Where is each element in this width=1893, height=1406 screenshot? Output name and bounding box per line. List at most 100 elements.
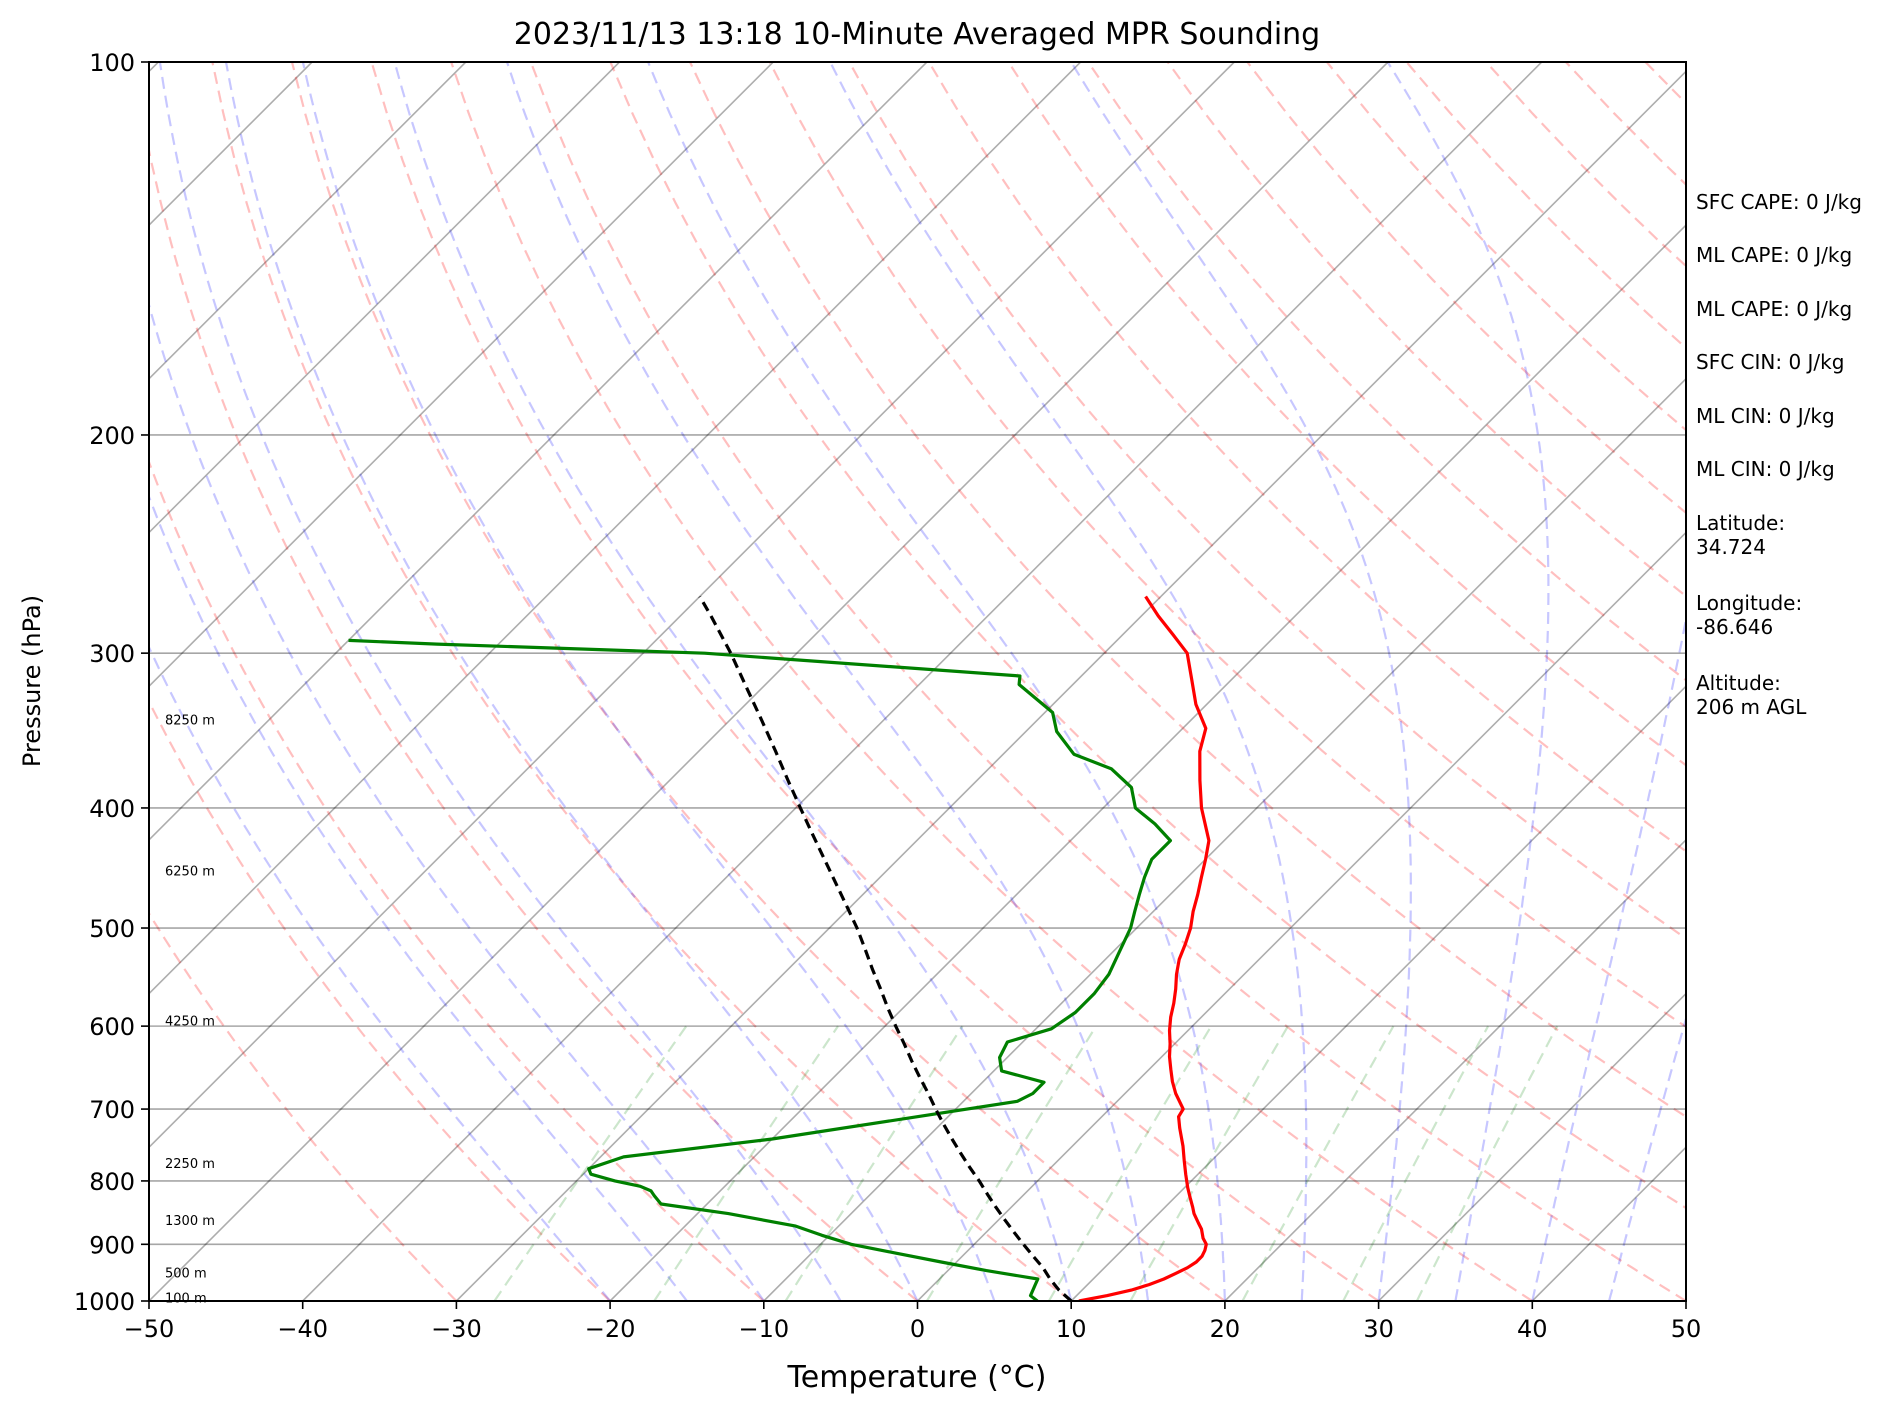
dry-adiabat-line [529, 62, 1686, 1301]
isotherm-line [149, 62, 1389, 1301]
mixing-ratio-line [1342, 1025, 1490, 1301]
y-tick-label: 200 [89, 422, 135, 450]
sfc-cin-text: SFC CIN: 0 J/kg [1696, 350, 1845, 374]
x-tick-label: 40 [1517, 1315, 1548, 1343]
dry-adiabat-line [768, 62, 1686, 1029]
x-tick-label: 20 [1210, 1315, 1241, 1343]
altitude-label: 100 m [165, 1291, 207, 1306]
altitude-label: 2250 m [165, 1157, 215, 1172]
y-tick-label: 300 [89, 640, 135, 668]
isotherm-line [149, 62, 313, 227]
x-tick-label: −10 [738, 1315, 789, 1343]
isotherm-line [302, 62, 1543, 1301]
moist-adiabat-line [829, 62, 1308, 1301]
isotherm-line [149, 62, 467, 380]
moist-adiabat-line [224, 62, 919, 1301]
mu-cin-text: ML CIN: 0 J/kg [1696, 457, 1835, 481]
x-tick-label: 0 [910, 1315, 925, 1343]
dry-adiabat-line [689, 62, 1686, 1118]
dry-adiabat-line [927, 62, 1686, 853]
dry-adiabat-line [609, 62, 1686, 1210]
dry-adiabat-line [1166, 62, 1686, 598]
ml-cin-text: ML CIN: 0 J/kg [1696, 404, 1835, 428]
altitude-label: 1300 m [165, 1214, 215, 1229]
chart-title: 2023/11/13 13:18 10-Minute Averaged MPR … [514, 17, 1320, 52]
isotherm-line [0, 62, 5, 1301]
x-tick-label: −50 [124, 1315, 175, 1343]
moist-adiabat-line [1531, 613, 1686, 1301]
mixing-ratio-line [784, 1025, 964, 1301]
mixing-ratio-line [493, 1025, 688, 1301]
x-tick-label: −30 [431, 1315, 482, 1343]
isotherm-line [149, 62, 774, 688]
mixing-ratio-line [925, 1025, 1098, 1301]
moist-adiabat-line [158, 62, 842, 1301]
y-tick-label: 600 [89, 1013, 135, 1041]
moist-adiabat-line [393, 62, 1073, 1301]
altitude-label: 8250 m [165, 714, 215, 729]
altitude-label: 6250 m [165, 864, 215, 879]
longitude-text: Longitude: -86.646 [1696, 591, 1803, 639]
moist-adiabat-line [149, 300, 765, 1301]
isotherm-line [149, 62, 1235, 1149]
isotherm-line [455, 70, 1686, 1301]
altitude-labels: 100 m 500 m 1300 m 2250 m 4250 m 6250 m 8250 m [165, 714, 215, 1307]
moist-adiabat-line [647, 62, 1226, 1301]
y-tick-label: 1000 [74, 1288, 135, 1316]
moist-adiabat-line [1070, 62, 1412, 1301]
temperature-profile-line [1078, 595, 1211, 1301]
isotherm-line [1224, 838, 1686, 1301]
y-tick-label: 400 [89, 795, 135, 823]
sfc-cape-text: SFC CAPE: 0 J/kg [1696, 190, 1862, 214]
x-tick-label: −20 [585, 1315, 636, 1343]
x-tick-label: 10 [1056, 1315, 1087, 1343]
dewpoint-profile-line [348, 638, 1172, 1301]
dry-adiabat-line [848, 62, 1686, 940]
y-axis-label: Pressure (hPa) [18, 595, 46, 767]
dry-adiabat-line [370, 62, 1380, 1301]
moist-adiabat-line [1386, 62, 1550, 1301]
moist-adiabat-line [149, 493, 688, 1301]
latitude-text: Latitude: 34.724 [1696, 511, 1786, 559]
altitude-text: Altitude: 206 m AGL [1696, 671, 1807, 719]
mixing-ratio-line [1241, 1025, 1395, 1301]
dry-adiabat-line [149, 911, 458, 1301]
dry-adiabat-line [211, 62, 1072, 1301]
dry-adiabat-line [149, 699, 611, 1301]
isotherm-line [149, 62, 621, 534]
x-tick-label: 50 [1671, 1315, 1702, 1343]
mixing-ratio-line [653, 1025, 839, 1301]
isotherm-line [609, 223, 1686, 1301]
mixing-ratio-line [1047, 1025, 1213, 1301]
pressure-gridlines [149, 434, 1686, 1246]
dry-adiabat-line [290, 62, 1226, 1301]
x-axis: −50 −40 −30 −20 −10 0 10 20 30 40 50 [124, 1301, 1702, 1343]
y-tick-label: 100 [89, 49, 135, 77]
mixing-ratio-line [1129, 1025, 1289, 1301]
parcel-profile-line [698, 595, 1073, 1301]
dry-adiabat-line [450, 62, 1533, 1301]
x-tick-label: 30 [1363, 1315, 1394, 1343]
data-series [348, 595, 1211, 1301]
mixing-ratio-line [1415, 1025, 1559, 1301]
y-axis: 100 200 300 400 500 600 700 800 900 1000 [74, 49, 149, 1316]
isotherm-line [1070, 685, 1686, 1301]
x-axis-label: Temperature (°C) [787, 1360, 1047, 1395]
moist-adiabat-line [301, 62, 996, 1301]
y-tick-label: 800 [89, 1168, 135, 1196]
isotherm-line [916, 531, 1686, 1301]
y-tick-label: 700 [89, 1096, 135, 1124]
altitude-label: 500 m [165, 1266, 207, 1281]
dry-adiabat-line [149, 459, 765, 1301]
isotherm-line [1378, 992, 1686, 1301]
dry-adiabat-line [149, 145, 919, 1301]
x-tick-label: −40 [277, 1315, 328, 1343]
mu-cape-text: ML CAPE: 0 J/kg [1696, 297, 1853, 321]
isotherm-line [149, 62, 1082, 995]
isotherm-line [763, 377, 1686, 1301]
isotherm-line [149, 62, 928, 842]
ml-cape-text: ML CAPE: 0 J/kg [1696, 243, 1853, 267]
reference-lines [0, 62, 1686, 1301]
y-tick-label: 900 [89, 1231, 135, 1259]
